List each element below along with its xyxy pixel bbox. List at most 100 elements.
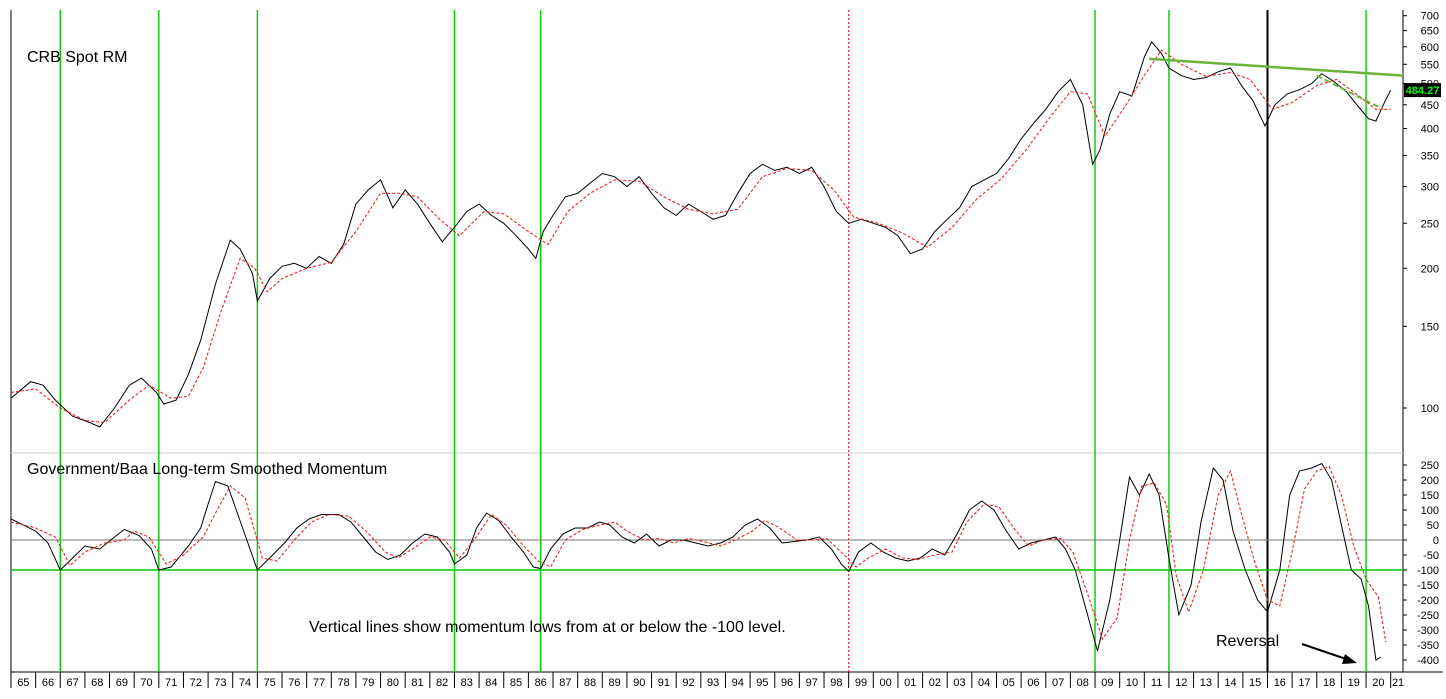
panel-borders — [10, 10, 1443, 673]
x-tick-label-2: 67 — [66, 677, 78, 689]
chart-canvas: 700650600550500450400350300250200150100 … — [3, 4, 1443, 695]
x-tick-label-52: 17 — [1298, 677, 1310, 689]
x-tick-label-28: 93 — [707, 677, 719, 689]
momentum-y-tick-label-12: -350 — [1417, 640, 1439, 652]
x-tick-label-22: 87 — [559, 677, 571, 689]
x-tick-label-27: 92 — [682, 677, 694, 689]
x-tick-label-29: 94 — [732, 677, 744, 689]
x-tick-label-49: 14 — [1224, 677, 1236, 689]
x-tick-label-47: 12 — [1175, 677, 1187, 689]
x-tick-label-5: 70 — [140, 677, 152, 689]
dashed-trendline — [1316, 74, 1384, 111]
momentum-y-tick-label-3: 100 — [1421, 505, 1439, 517]
x-tick-label-26: 91 — [658, 677, 670, 689]
x-tick-label-0: 65 — [17, 677, 29, 689]
x-tick-label-51: 16 — [1274, 677, 1286, 689]
x-tick-label-7: 72 — [190, 677, 202, 689]
x-tick-label-43: 08 — [1077, 677, 1089, 689]
momentum-y-tick-label-11: -300 — [1417, 625, 1439, 637]
x-tick-label-37: 02 — [929, 677, 941, 689]
x-tick-label-9: 74 — [239, 677, 251, 689]
momentum-moving-average-line — [11, 465, 1387, 643]
x-tick-label-48: 13 — [1200, 677, 1212, 689]
momentum-y-tick-label-5: 0 — [1433, 535, 1439, 547]
x-tick-label-39: 04 — [978, 677, 990, 689]
last-value-badge: 484.27 — [1404, 83, 1441, 98]
x-tick-label-8: 73 — [214, 677, 226, 689]
x-tick-label-45: 10 — [1126, 677, 1138, 689]
trendlines — [1149, 57, 1404, 111]
x-tick-label-18: 83 — [461, 677, 473, 689]
x-tick-label-35: 00 — [879, 677, 891, 689]
reversal-arrow — [1301, 643, 1357, 664]
crb-y-tick-label-8: 300 — [1421, 182, 1439, 194]
x-tick-label-31: 96 — [781, 677, 793, 689]
crb-y-tick-label-5: 450 — [1421, 100, 1439, 112]
crb-line — [11, 40, 1392, 428]
crb-y-tick-label-9: 250 — [1421, 218, 1439, 230]
x-tick-label-14: 79 — [362, 677, 374, 689]
x-tick-label-32: 97 — [806, 677, 818, 689]
x-tick-label-42: 07 — [1052, 677, 1064, 689]
crb-y-tick-label-12: 100 — [1421, 403, 1439, 415]
x-axis: 65 66 67 68 69 70 71 72 73 74 75 76 77 78 79 80 81 82 83 84… — [10, 672, 1404, 689]
x-tick-label-1: 66 — [42, 677, 54, 689]
x-tick-label-30: 95 — [756, 677, 768, 689]
crb-y-tick-label-10: 200 — [1421, 263, 1439, 275]
reversal-label: Reversal — [1216, 633, 1279, 650]
crb-y-tick-label-6: 400 — [1421, 124, 1439, 136]
x-tick-label-24: 89 — [608, 677, 620, 689]
x-tick-label-3: 68 — [91, 677, 103, 689]
x-tick-label-13: 78 — [337, 677, 349, 689]
x-tick-label-11: 76 — [288, 677, 300, 689]
momentum-y-tick-label-1: 200 — [1421, 475, 1439, 487]
crb-y-tick-label-3: 550 — [1421, 59, 1439, 71]
last-value-label: 484.27 — [1406, 85, 1440, 97]
solid-trendline — [1149, 57, 1404, 77]
x-tick-label-56: 21 — [1392, 677, 1404, 689]
x-tick-label-53: 18 — [1323, 677, 1335, 689]
x-tick-label-4: 69 — [116, 677, 128, 689]
x-tick-label-54: 19 — [1348, 677, 1360, 689]
momentum-y-tick-label-6: -50 — [1423, 550, 1439, 562]
x-tick-label-33: 98 — [830, 677, 842, 689]
x-tick-label-41: 06 — [1027, 677, 1039, 689]
top-panel-title: CRB Spot RM — [27, 49, 127, 66]
crb-moving-average-line — [11, 49, 1391, 424]
momentum-y-tick-label-8: -150 — [1417, 580, 1439, 592]
crb-series-group — [11, 40, 1392, 428]
momentum-y-tick-label-9: -200 — [1417, 595, 1439, 607]
x-tick-label-10: 75 — [264, 677, 276, 689]
x-tick-label-50: 15 — [1249, 677, 1261, 689]
crb-y-axis: 700650600550500450400350300250200150100 — [1403, 11, 1439, 415]
x-tick-label-12: 77 — [313, 677, 325, 689]
x-tick-label-25: 90 — [633, 677, 645, 689]
x-tick-label-16: 81 — [411, 677, 423, 689]
momentum-y-tick-label-7: -100 — [1417, 565, 1439, 577]
momentum-y-tick-label-10: -250 — [1417, 610, 1439, 622]
crb-y-tick-label-1: 650 — [1421, 26, 1439, 38]
crb-y-tick-label-0: 700 — [1421, 11, 1439, 23]
momentum-y-tick-label-2: 150 — [1421, 490, 1439, 502]
x-tick-label-55: 20 — [1372, 677, 1384, 689]
x-tick-label-34: 99 — [855, 677, 867, 689]
x-tick-label-6: 71 — [165, 677, 177, 689]
momentum-line — [11, 462, 1382, 661]
crb-y-tick-label-2: 600 — [1421, 42, 1439, 54]
chart-background — [3, 4, 1443, 695]
x-tick-label-23: 88 — [584, 677, 596, 689]
x-tick-label-21: 86 — [535, 677, 547, 689]
momentum-series-group — [11, 462, 1387, 661]
vertical-lines-note: Vertical lines show momentum lows from a… — [309, 619, 786, 636]
x-tick-label-17: 82 — [436, 677, 448, 689]
crb-y-tick-label-11: 150 — [1421, 321, 1439, 333]
bottom-panel-title: Government/Baa Long-term Smoothed Moment… — [27, 461, 387, 478]
momentum-y-tick-label-0: 250 — [1421, 460, 1439, 472]
momentum-y-tick-label-13: -400 — [1417, 655, 1439, 667]
crb-y-tick-label-7: 350 — [1421, 150, 1439, 162]
x-tick-label-15: 80 — [387, 677, 399, 689]
x-tick-label-19: 84 — [485, 677, 497, 689]
x-tick-label-40: 05 — [1003, 677, 1015, 689]
x-tick-label-36: 01 — [904, 677, 916, 689]
